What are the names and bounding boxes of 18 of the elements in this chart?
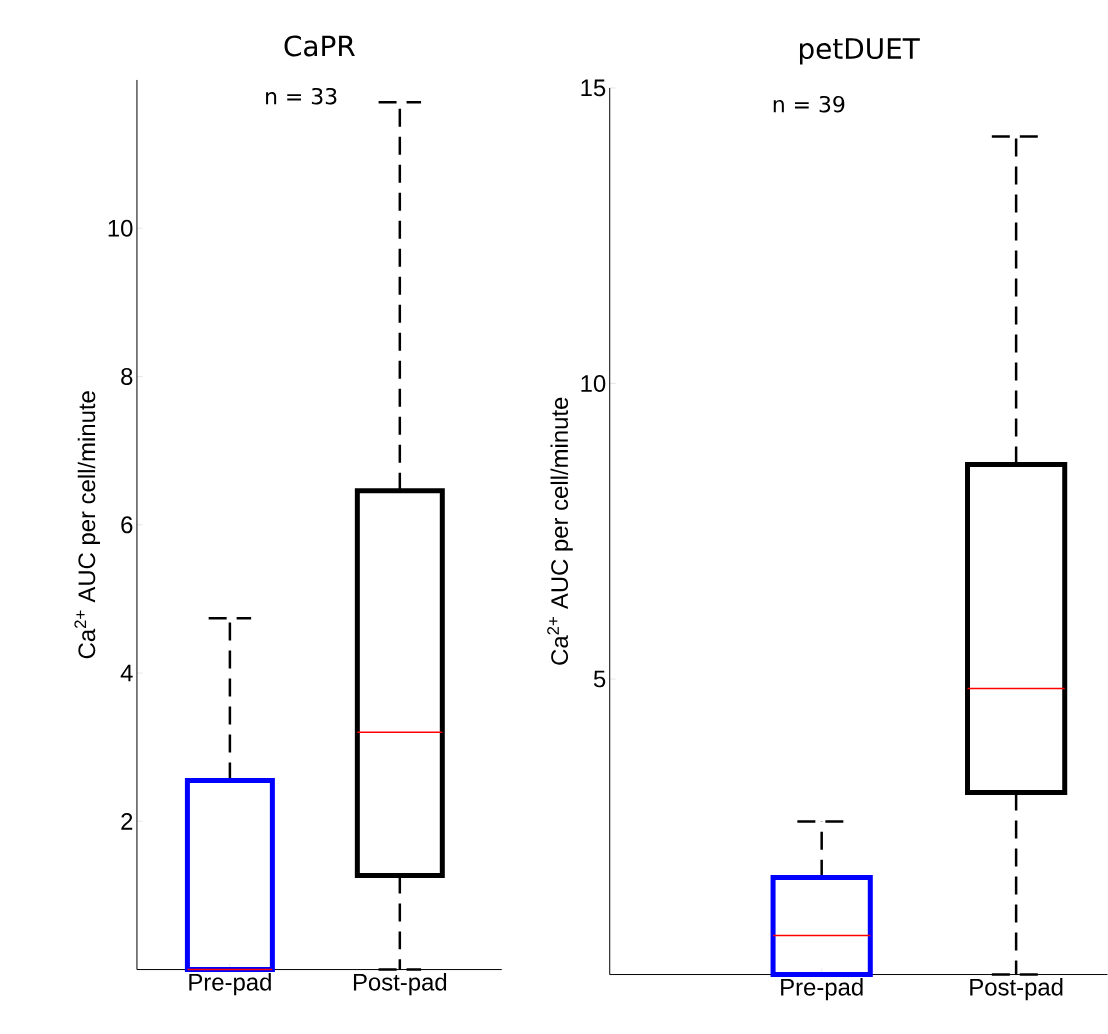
- annotation: n = 33: [266, 88, 337, 105]
- y-tick-label: 10: [581, 375, 606, 393]
- x-tick-label: Post-pad: [353, 973, 447, 996]
- y-tick-label: 5: [593, 670, 606, 688]
- annotation: n = 39: [773, 96, 845, 113]
- y-tick-label: 6: [121, 516, 133, 534]
- y-tick-label: 15: [581, 79, 606, 97]
- y-tick-label: 2: [121, 813, 133, 830]
- chart-title: CaPR: [284, 35, 355, 57]
- y-tick-label: 8: [121, 368, 133, 386]
- y-tick-label: 10: [108, 220, 133, 237]
- chart-title: petDUET: [799, 38, 920, 65]
- x-tick-label: Pre-pad: [189, 973, 271, 996]
- x-tick-label: Pre-pad: [781, 978, 863, 1001]
- y-axis-title: Ca$^{2+}$ AUC per cell/minute: [547, 397, 573, 665]
- y-axis-title: Ca$^{2+}$ AUC per cell/minute: [74, 391, 101, 659]
- x-tick-label: Post-pad: [970, 978, 1063, 1001]
- y-tick-label: 4: [120, 665, 133, 682]
